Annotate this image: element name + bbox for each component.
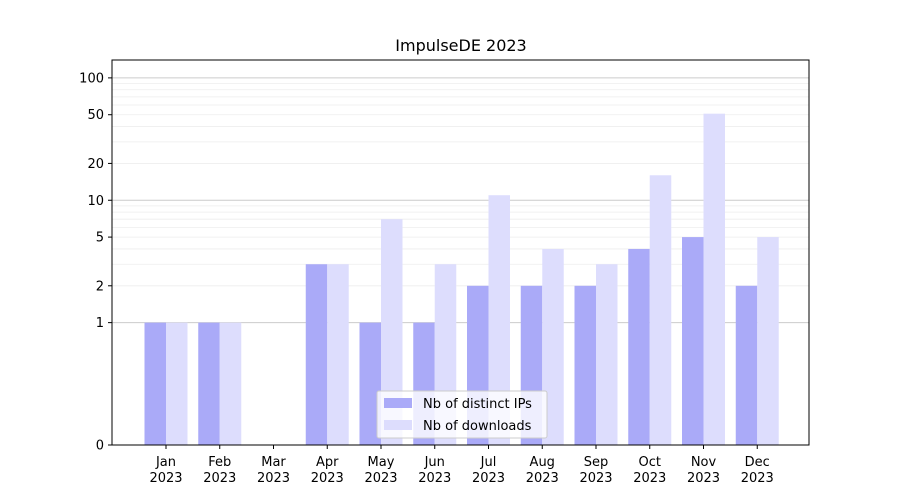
x-tick-label-month: Aug — [530, 455, 555, 470]
chart-title: ImpulseDE 2023 — [395, 36, 526, 55]
bar-downloads — [166, 322, 188, 445]
bar-downloads — [542, 248, 564, 445]
x-tick-label-year: 2023 — [633, 471, 666, 486]
y-tick-label: 5 — [96, 231, 104, 246]
y-tick-label: 1 — [96, 316, 104, 331]
x-axis: Jan2023Feb2023Mar2023Apr2023May2023Jun20… — [149, 445, 774, 486]
x-tick-label-month: Jul — [480, 455, 497, 470]
legend-box — [376, 390, 548, 439]
legend: Nb of distinct IPs Nb of downloads — [376, 390, 548, 439]
bar-downloads — [757, 237, 779, 445]
x-tick-label-month: Sep — [584, 455, 609, 470]
bar-downloads — [649, 175, 672, 446]
y-tick-label: 100 — [79, 71, 104, 86]
bar-ips — [305, 264, 328, 445]
bar-ips — [682, 237, 704, 445]
x-tick-label-year: 2023 — [311, 471, 344, 486]
x-tick-label-month: Mar — [261, 455, 286, 470]
plot-frame — [111, 59, 810, 446]
x-tick-label-month: May — [368, 455, 395, 470]
bar-downloads — [219, 322, 242, 445]
x-tick-label-year: 2023 — [741, 471, 774, 486]
x-tick-label-month: Apr — [316, 455, 339, 470]
x-tick-label-year: 2023 — [418, 471, 451, 486]
bar-ips — [144, 322, 166, 445]
bar-ips — [574, 285, 596, 445]
x-tick-label-year: 2023 — [687, 471, 720, 486]
x-tick-label-month: Feb — [208, 455, 231, 470]
legend-swatch-ips — [384, 398, 412, 408]
x-tick-label-year: 2023 — [257, 471, 290, 486]
legend-swatch-downloads — [384, 420, 412, 430]
bar-downloads — [381, 219, 403, 445]
y-tick-label: 10 — [87, 194, 104, 209]
legend-label-ips: Nb of distinct IPs — [423, 397, 532, 412]
bar-ips — [628, 248, 650, 445]
bar-downloads — [327, 264, 349, 445]
y-tick-label: 50 — [87, 108, 104, 123]
bar-ips — [359, 322, 381, 445]
x-tick-label-year: 2023 — [526, 471, 559, 486]
legend-label-downloads: Nb of downloads — [423, 419, 532, 434]
y-tick-label: 2 — [96, 279, 104, 294]
x-tick-label-year: 2023 — [203, 471, 236, 486]
bar-ips — [735, 285, 758, 445]
x-tick-label-month: Oct — [639, 455, 661, 470]
x-tick-label-year: 2023 — [472, 471, 505, 486]
y-tick-label: 0 — [96, 439, 104, 454]
x-tick-label-year: 2023 — [579, 471, 612, 486]
x-tick-label-month: Jan — [155, 455, 176, 470]
bar-downloads — [703, 113, 725, 445]
y-axis: 0 1 2 5 10 20 50 100 — [79, 71, 112, 454]
bar-downloads — [596, 264, 618, 445]
bar-ips — [198, 322, 220, 445]
x-tick-label-year: 2023 — [364, 471, 397, 486]
x-tick-label-year: 2023 — [149, 471, 182, 486]
x-tick-label-month: Nov — [691, 455, 717, 470]
x-tick-label-month: Jun — [424, 455, 445, 470]
y-tick-label: 20 — [87, 157, 104, 172]
bar-downloads — [488, 195, 510, 445]
x-tick-label-month: Dec — [745, 455, 770, 470]
grid-lines — [112, 77, 809, 324]
